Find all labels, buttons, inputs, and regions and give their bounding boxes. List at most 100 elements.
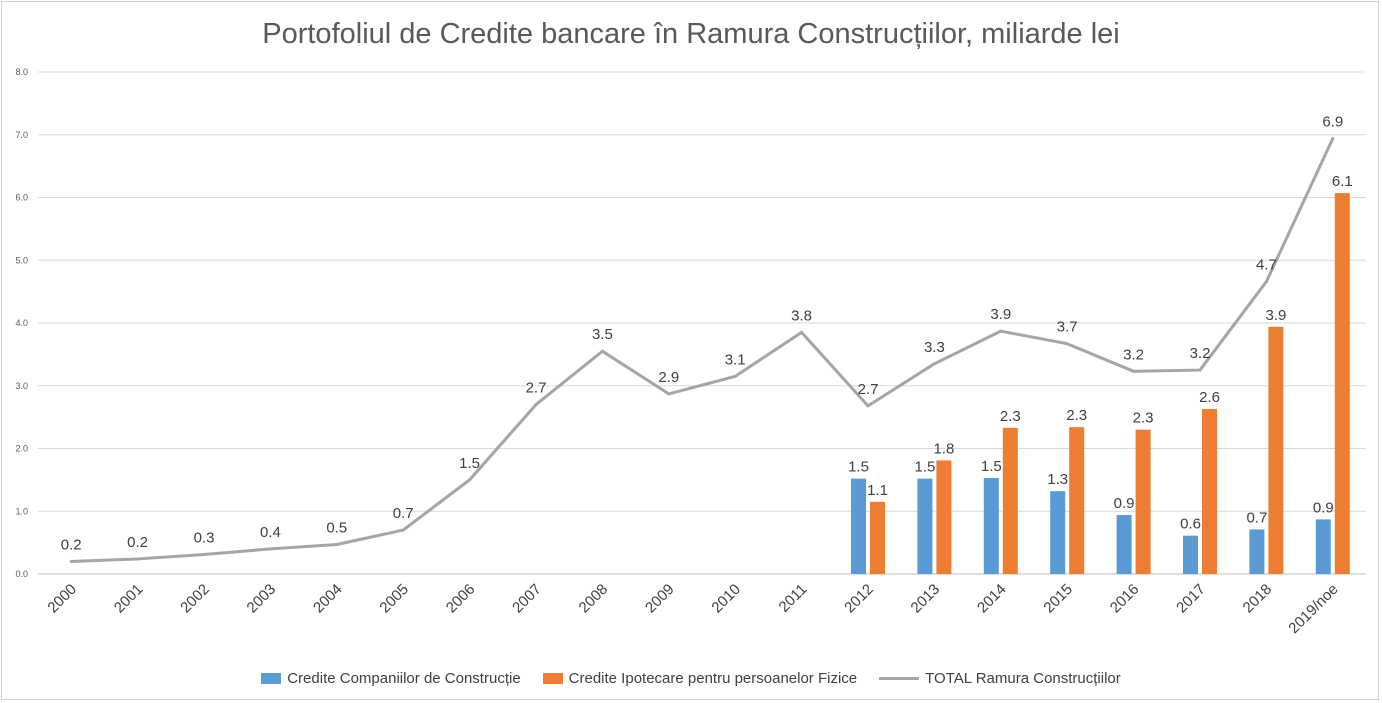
bars — [851, 193, 1350, 575]
data-label-ipotecare: 1.8 — [933, 440, 954, 457]
data-label-total: 3.5 — [592, 326, 613, 343]
x-tick-label: 2018 — [1240, 581, 1276, 617]
data-label-total: 3.8 — [791, 307, 812, 324]
line-point-total — [401, 528, 405, 532]
line-point-total — [1065, 342, 1069, 346]
x-axis-ticks: 2000 2001 2002 2003 2004 2005 2006 2007 2008 2009… — [44, 581, 1341, 637]
data-label-ipotecare: 2.3 — [1133, 410, 1154, 427]
data-label-ipotecare: 6.1 — [1332, 173, 1353, 190]
y-tick-label: 8.0 — [15, 67, 28, 77]
y-tick-label: 0.0 — [15, 569, 28, 579]
bar-companii — [983, 477, 999, 574]
line-point-total — [733, 374, 737, 378]
legend-swatch-ipotecare — [542, 672, 563, 684]
data-label-total: 3.1 — [725, 351, 746, 368]
x-tick-label: 2010 — [708, 581, 744, 617]
gridlines — [38, 71, 1366, 575]
line-point-total — [1264, 280, 1268, 284]
data-label-total: 2.9 — [658, 369, 679, 386]
bar-companii — [917, 478, 933, 574]
bar-companii — [1249, 529, 1265, 574]
data-label-total: 0.2 — [61, 536, 82, 553]
data-label-total: 6.9 — [1322, 114, 1343, 131]
x-tick-label: 2003 — [244, 581, 280, 617]
data-label-companii: 1.5 — [848, 459, 869, 476]
data-label-companii: 1.5 — [914, 459, 935, 476]
data-label-ipotecare: 2.3 — [1000, 408, 1021, 425]
line-point-total — [600, 349, 604, 353]
data-label-total: 1.5 — [459, 455, 480, 472]
legend-item-companii: Credite Companiilor de Construcție — [261, 669, 521, 687]
line-point-total — [932, 362, 936, 366]
bar-companii — [851, 478, 866, 574]
x-tick-label: 2006 — [443, 581, 479, 617]
line-point-total — [1132, 369, 1136, 373]
line-point-total — [202, 553, 206, 557]
legend-swatch-total — [879, 676, 920, 680]
x-tick-label: 2016 — [1107, 581, 1143, 617]
legend: Credite Companiilor de Construcție Credi… — [0, 667, 1382, 689]
bar-ipotecare — [1069, 427, 1085, 574]
x-tick-label: 2012 — [841, 581, 877, 617]
x-tick-label: 2002 — [177, 581, 213, 617]
bar-companii — [1183, 535, 1198, 574]
data-label-companii: 0.9 — [1114, 495, 1135, 512]
data-label-total: 4.7 — [1256, 257, 1277, 274]
x-tick-label: 2008 — [576, 581, 612, 617]
data-label-total: 3.2 — [1123, 346, 1144, 363]
bar-ipotecare — [1135, 429, 1151, 574]
y-tick-label: 7.0 — [15, 130, 28, 140]
data-label-total: 2.7 — [858, 381, 879, 398]
legend-item-ipotecare: Credite Ipotecare pentru persoanelor Fiz… — [542, 670, 857, 687]
data-label-total: 0.5 — [326, 520, 347, 537]
legend-swatch-companii — [261, 672, 282, 684]
bar-ipotecare — [870, 501, 885, 574]
legend-label-companii: Credite Companiilor de Construcție — [287, 669, 521, 687]
data-label-total: 0.3 — [194, 530, 215, 547]
line-point-total — [1331, 137, 1335, 141]
bar-ipotecare — [1202, 408, 1217, 574]
line-point-total — [335, 543, 339, 547]
line-point-total — [866, 404, 870, 408]
data-label-total: 3.2 — [1190, 345, 1211, 362]
data-label-total: 0.2 — [127, 534, 148, 551]
line-point-total — [136, 557, 140, 561]
y-tick-label: 2.0 — [15, 444, 28, 454]
total-line — [69, 137, 1335, 563]
line-point-total — [999, 329, 1003, 333]
x-tick-label: 2009 — [642, 581, 678, 617]
x-tick-label: 2013 — [908, 581, 944, 617]
line-point-total — [268, 547, 272, 551]
x-tick-label: 2001 — [111, 581, 147, 617]
data-labels: 1.5 1.5 1.5 1.3 0.9 0.6 0.7 0.9 1.1 1.8 2.3 2.3 2.3 2… — [61, 114, 1353, 554]
data-label-total: 0.4 — [260, 524, 281, 541]
data-label-ipotecare: 1.1 — [867, 482, 888, 499]
y-axis-ticks: 0.0 1.0 2.0 3.0 4.0 5.0 6.0 7.0 8.0 — [15, 67, 28, 579]
legend-item-total: TOTAL Ramura Construcțiilor — [879, 670, 1121, 687]
line-point-total — [1198, 368, 1202, 372]
data-label-total: 2.7 — [526, 380, 547, 397]
bar-ipotecare — [936, 460, 952, 574]
chart-title: Portofoliul de Credite bancare în Ramura… — [262, 18, 1120, 50]
data-label-companii: 1.3 — [1047, 471, 1068, 488]
legend-label-total: TOTAL Ramura Construcțiilor — [925, 669, 1121, 687]
x-tick-label: 2007 — [509, 581, 545, 617]
bar-companii — [1315, 519, 1331, 574]
bar-ipotecare — [1268, 326, 1284, 574]
bar-ipotecare — [1002, 427, 1018, 574]
y-tick-label: 5.0 — [15, 255, 28, 265]
line-point-total — [534, 403, 538, 407]
data-label-total: 0.7 — [393, 505, 414, 522]
bar-companii — [1050, 491, 1066, 574]
x-tick-label: 2004 — [310, 581, 346, 617]
data-label-total: 3.9 — [990, 306, 1011, 323]
data-label-ipotecare: 2.6 — [1199, 389, 1220, 406]
x-tick-label: 2015 — [1040, 581, 1076, 617]
line-point-total — [800, 330, 804, 334]
bar-companii — [1116, 515, 1132, 574]
y-tick-label: 1.0 — [15, 506, 28, 516]
data-label-ipotecare: 2.3 — [1066, 407, 1087, 424]
data-label-ipotecare: 3.9 — [1265, 307, 1286, 324]
y-tick-label: 3.0 — [15, 381, 28, 391]
